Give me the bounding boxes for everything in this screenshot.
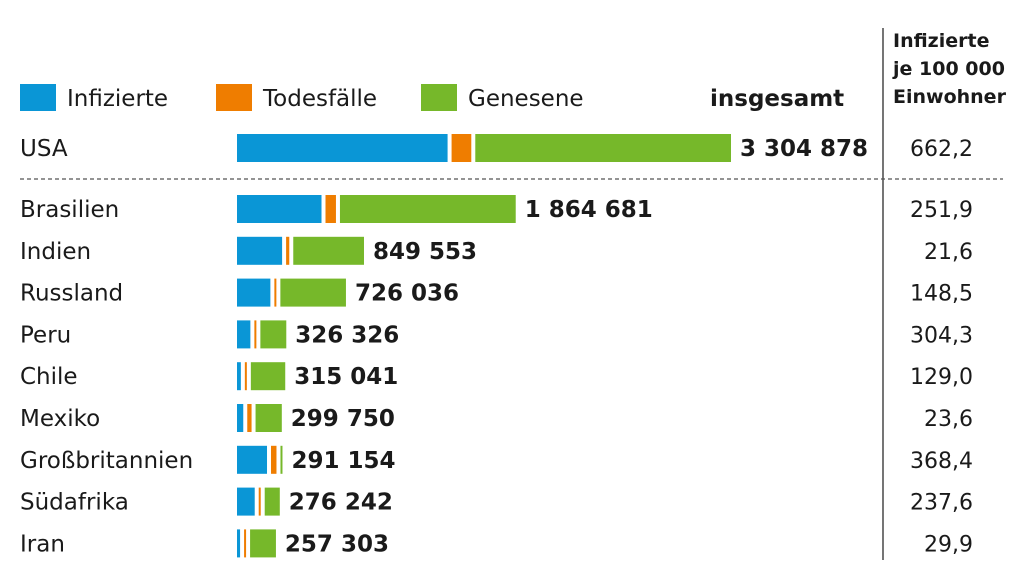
bar-segment <box>258 487 261 516</box>
bar-segment <box>237 362 241 391</box>
total-value: 276 242 <box>289 490 393 516</box>
total-header: insgesamt <box>710 86 844 112</box>
total-value: 1 864 681 <box>525 197 653 223</box>
bar-segment <box>475 134 731 162</box>
country-label: Südafrika <box>20 490 129 516</box>
rate-value: 237,6 <box>910 491 973 516</box>
country-label: Russland <box>20 281 123 307</box>
bar-segment <box>339 195 516 223</box>
total-value: 291 154 <box>291 448 395 474</box>
total-value: 326 326 <box>295 322 399 348</box>
bar-segment <box>237 236 283 265</box>
bar-segment <box>237 487 255 516</box>
bar-segment <box>237 529 241 558</box>
rate-value: 23,6 <box>924 407 973 432</box>
country-label: Großbritannien <box>20 448 193 474</box>
bar-segment <box>237 195 322 223</box>
bar-segment <box>271 445 277 474</box>
bar-segment <box>237 445 268 474</box>
rate-header-line: Infizierte <box>893 30 989 52</box>
country-label: Indien <box>20 239 91 265</box>
country-label: Chile <box>20 364 78 390</box>
total-value: 315 041 <box>294 364 398 390</box>
rate-value: 368,4 <box>910 449 973 474</box>
bar-segment <box>280 445 283 474</box>
rate-value: 21,6 <box>924 240 973 265</box>
bar-segment <box>250 529 276 558</box>
country-label: Brasilien <box>20 197 119 223</box>
total-value: 849 553 <box>373 239 477 265</box>
rate-value: 304,3 <box>910 323 973 348</box>
country-label: Peru <box>20 322 71 348</box>
legend-swatch <box>20 84 56 111</box>
legend-label: Genesene <box>468 86 584 112</box>
legend-swatch <box>216 84 252 111</box>
country-label: USA <box>20 136 68 162</box>
rate-value: 129,0 <box>910 365 973 390</box>
bar-segment <box>325 195 336 223</box>
bar-segment <box>244 529 247 558</box>
bar-segment <box>264 487 280 516</box>
country-label: Mexiko <box>20 406 100 432</box>
bar-segment <box>274 278 277 307</box>
bar-segment <box>247 404 252 432</box>
country-label: Iran <box>20 531 65 557</box>
bar-segment <box>280 278 346 307</box>
total-value: 3 304 878 <box>740 136 868 162</box>
rate-value: 251,9 <box>910 198 973 223</box>
rate-header-line: Einwohner <box>893 86 1007 108</box>
total-value: 726 036 <box>355 281 459 307</box>
total-value: 257 303 <box>285 531 389 557</box>
rate-value: 148,5 <box>910 282 973 307</box>
bar-segment <box>254 320 257 349</box>
bar-segment <box>255 404 282 432</box>
bar-segment <box>451 134 472 162</box>
rate-header-line: je 100 000 <box>892 58 1005 80</box>
bar-segment <box>260 320 287 349</box>
legend-label: Infizierte <box>67 86 168 112</box>
rate-value: 662,2 <box>910 137 973 162</box>
bar-segment <box>237 320 251 349</box>
bar-segment <box>237 134 448 162</box>
bar-segment <box>237 278 271 307</box>
bar-segment <box>244 362 247 391</box>
bar-segment <box>286 236 290 265</box>
bar-segment <box>250 362 286 391</box>
bar-segment <box>237 404 244 432</box>
bar-segment <box>293 236 364 265</box>
legend-label: Todesfälle <box>262 86 377 112</box>
total-value: 299 750 <box>291 406 395 432</box>
rate-value: 29,9 <box>924 532 973 557</box>
legend-swatch <box>421 84 457 111</box>
